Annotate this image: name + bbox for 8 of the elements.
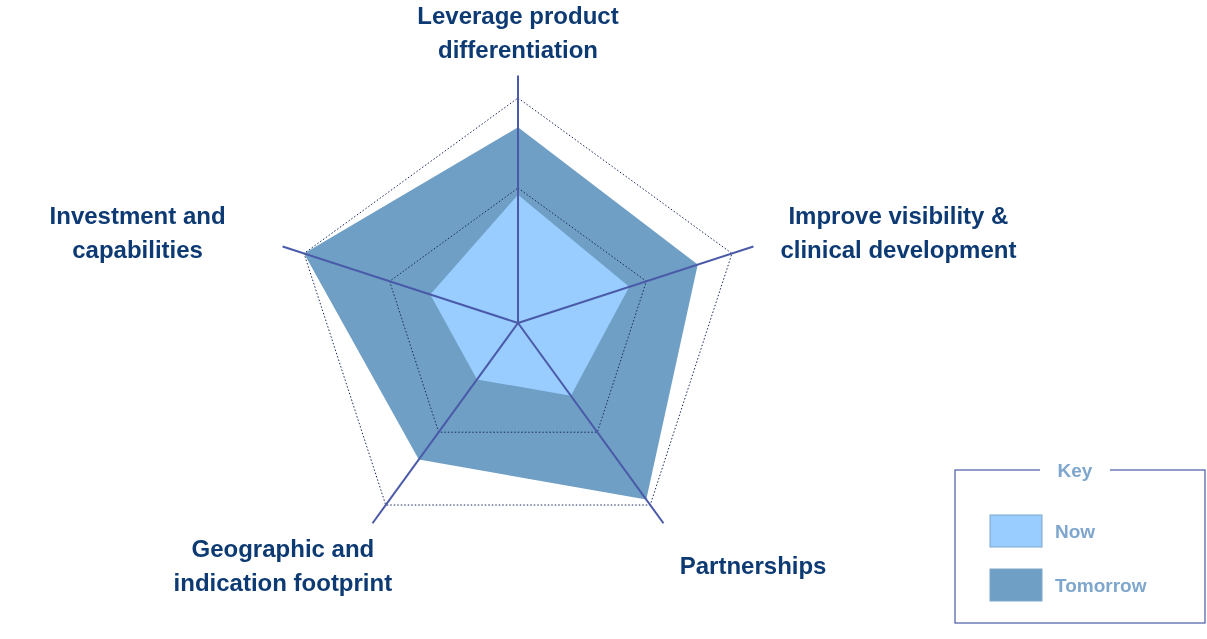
spoke-label: Improve visibility & clinical development xyxy=(780,202,1017,264)
spoke-label: Partnerships xyxy=(679,551,827,579)
spoke-label: Geographic and indication footprint xyxy=(173,534,393,596)
legend-label: Tomorrow xyxy=(1055,575,1147,596)
spoke-label: Investment and capabilities xyxy=(49,202,226,264)
legend-title: Key xyxy=(1057,460,1093,481)
spoke-label: Leverage product differentiation xyxy=(417,2,619,63)
legend-label: Now xyxy=(1055,521,1096,542)
